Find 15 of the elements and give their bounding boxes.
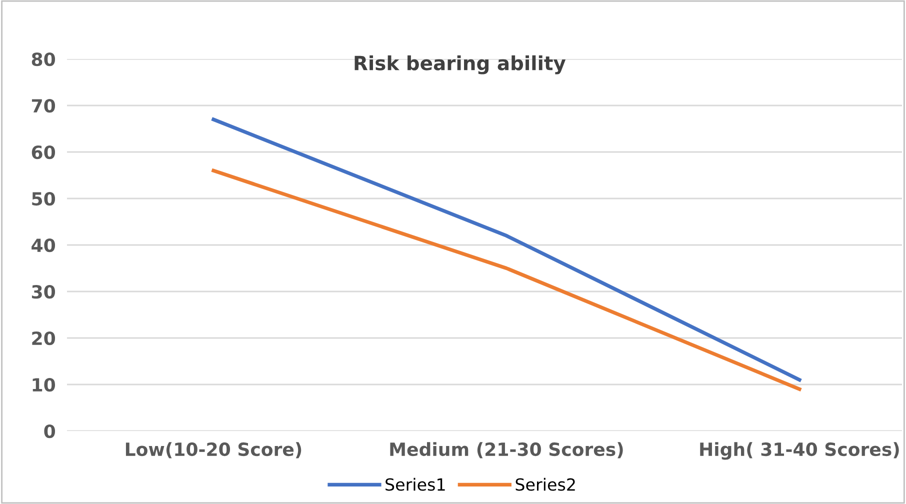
y-tick-label: 30 bbox=[32, 284, 56, 299]
legend-label: Series2 bbox=[516, 478, 575, 491]
y-tick-label: 10 bbox=[32, 378, 56, 392]
y-tick-label: 40 bbox=[32, 238, 56, 252]
x-tick-label: High( 31-40 Scores) bbox=[700, 442, 899, 460]
y-tick-label: 80 bbox=[32, 52, 56, 66]
y-tick-label: 60 bbox=[32, 145, 56, 160]
chart-title: Risk bearing ability bbox=[354, 55, 566, 74]
x-tick-label: Low(10-20 Score) bbox=[126, 442, 302, 458]
y-tick-label: 20 bbox=[32, 331, 56, 346]
y-tick-label: 70 bbox=[32, 98, 56, 113]
y-tick-label: 0 bbox=[44, 424, 56, 438]
y-tick-label: 50 bbox=[32, 192, 56, 206]
x-tick-label: Medium (21-30 Scores) bbox=[390, 442, 623, 458]
legend-label: Series1 bbox=[386, 478, 445, 491]
